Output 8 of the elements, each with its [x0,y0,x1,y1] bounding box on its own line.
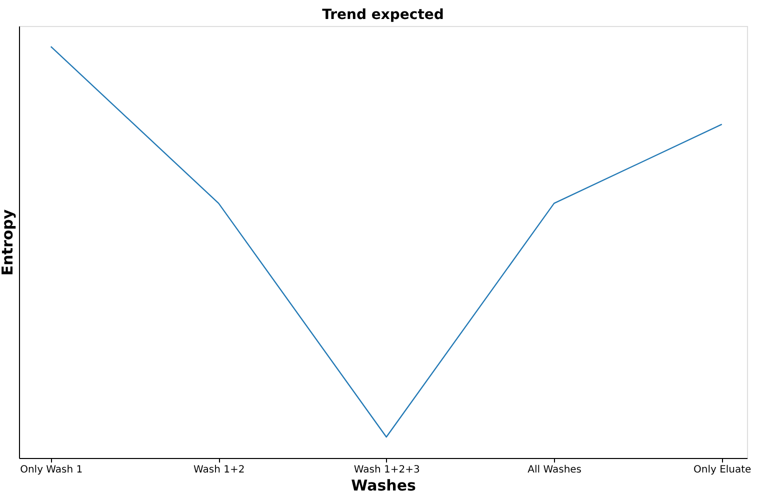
x-tick-label: Wash 1+2 [194,464,245,476]
x-tick-label: Only Eluate [693,464,752,476]
x-axis-title: Washes [351,476,416,493]
y-axis-title: Entropy [0,209,16,276]
x-tick-label: Wash 1+2+3 [354,464,420,476]
x-tick-label: All Washes [528,464,582,476]
x-tick-label: Only Wash 1 [20,464,83,476]
chart-title: Trend expected [322,7,444,23]
